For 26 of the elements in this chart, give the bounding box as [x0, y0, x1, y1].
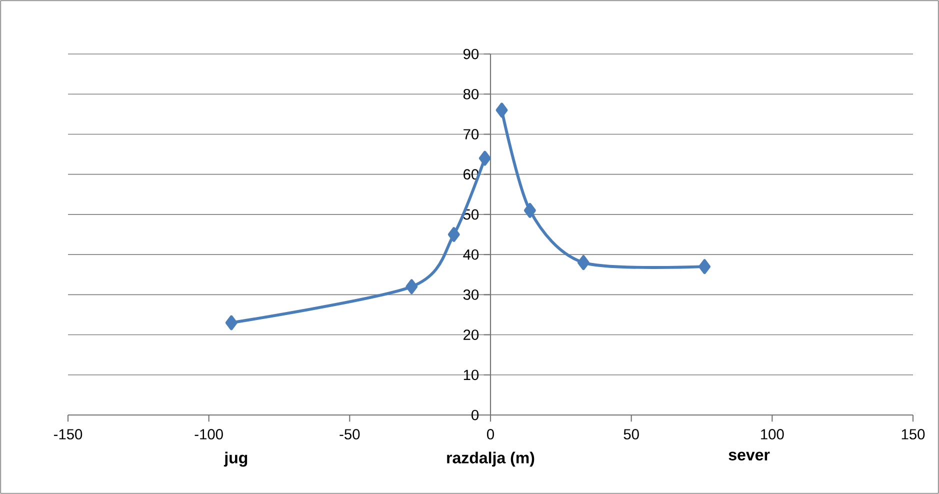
- x-tick-label: 50: [624, 429, 639, 440]
- point: [478, 150, 491, 166]
- y-tick-label: 40: [463, 249, 479, 260]
- y-tick-label: 10: [464, 370, 479, 380]
- y-tick-label: 80: [463, 88, 479, 100]
- x-tick-label: -100: [194, 429, 223, 440]
- y-tick-label: 30: [463, 289, 479, 300]
- x-tick-label: 150: [902, 429, 925, 440]
- point: [496, 102, 508, 118]
- x-tick-label: -50: [340, 429, 360, 440]
- x-tick-label: -150: [54, 429, 82, 440]
- y-tick-label: 90: [464, 48, 479, 60]
- text: sever: [728, 452, 770, 460]
- point: [406, 279, 418, 294]
- point: [577, 255, 590, 270]
- x-axis-title: razdalja (m): [447, 452, 534, 467]
- point: [225, 315, 238, 330]
- text: jug: [224, 452, 248, 467]
- point: [698, 259, 711, 274]
- y-tick-label: 20: [464, 330, 479, 340]
- point: [524, 202, 536, 218]
- y-tick-label: 70: [464, 129, 479, 140]
- x-tick-label: 100: [761, 429, 784, 440]
- point: [448, 227, 460, 242]
- y-tick-label: 0: [472, 410, 479, 420]
- x-tick-label: 0: [486, 429, 494, 440]
